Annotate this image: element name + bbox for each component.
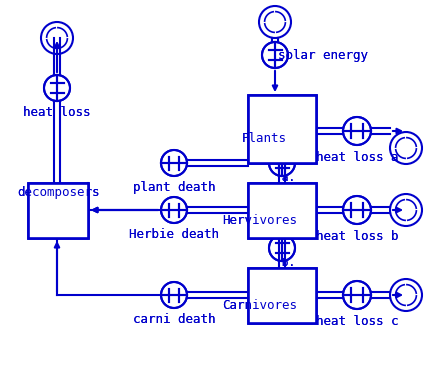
Text: heat loss c: heat loss c: [316, 315, 398, 328]
Bar: [248, 95, 316, 163]
Text: .a.: .a.: [275, 173, 295, 183]
Text: Herbie death: Herbie death: [129, 228, 219, 241]
Bar: [248, 268, 316, 323]
Text: heat loss: heat loss: [23, 106, 91, 119]
Text: carni death: carni death: [133, 313, 215, 326]
Bar: [28, 183, 88, 238]
Bar: [248, 183, 316, 238]
Text: Plants: Plants: [241, 132, 286, 145]
Text: .a.: .a.: [275, 173, 295, 183]
Text: heat loss: heat loss: [23, 106, 91, 119]
Text: decomposers: decomposers: [17, 186, 99, 199]
Bar: [28, 183, 88, 238]
Text: .b.: .b.: [275, 258, 295, 268]
Text: Hervivores: Hervivores: [222, 214, 297, 227]
Text: decomposers: decomposers: [17, 186, 99, 199]
Text: heat loss a: heat loss a: [316, 151, 398, 164]
Text: solar energy: solar energy: [278, 49, 368, 61]
Text: heat loss b: heat loss b: [316, 230, 398, 243]
Text: heat loss c: heat loss c: [316, 315, 398, 328]
Bar: [248, 268, 316, 323]
Text: Herbie death: Herbie death: [129, 228, 219, 241]
Bar: [248, 183, 316, 238]
Text: plant death: plant death: [133, 181, 215, 194]
Text: heat loss b: heat loss b: [316, 230, 398, 243]
Text: heat loss a: heat loss a: [316, 151, 398, 164]
Text: Hervivores: Hervivores: [222, 214, 297, 227]
Text: solar energy: solar energy: [278, 49, 368, 61]
Text: Carnivores: Carnivores: [222, 299, 297, 312]
Text: .b.: .b.: [275, 258, 295, 268]
Bar: [248, 95, 316, 163]
Text: Carnivores: Carnivores: [222, 299, 297, 312]
Text: Plants: Plants: [241, 132, 286, 145]
Text: plant death: plant death: [133, 181, 215, 194]
Text: carni death: carni death: [133, 313, 215, 326]
